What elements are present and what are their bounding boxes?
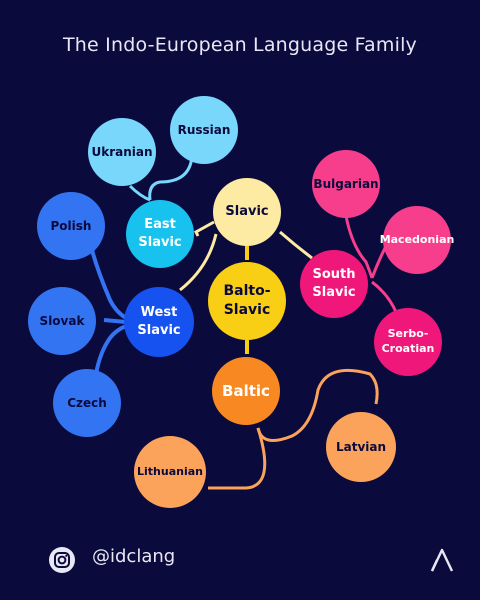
link-slavic-west-slavic [179, 233, 218, 292]
link-ukranian-east-slavic [128, 184, 151, 202]
link-slavic-south-slavic [279, 230, 313, 260]
node-slavic: Slavic [213, 178, 281, 246]
node-latvian: Latvian [326, 412, 396, 482]
link-slavic-east-slavic [194, 220, 215, 237]
link-slovak-west-slavic [103, 318, 127, 324]
link-russian-east-slavic [148, 155, 194, 201]
node-czech: Czech [53, 369, 121, 437]
link-bulgarian-south-slavic [344, 215, 374, 279]
node-baltic: Baltic [212, 357, 280, 425]
node-polish: Polish [37, 192, 105, 260]
node-russian: Russian [170, 96, 238, 164]
triangle-logo-icon [428, 546, 456, 578]
node-east-slavic: East Slavic [126, 200, 194, 268]
node-slovak: Slovak [28, 287, 96, 355]
node-west-slavic: West Slavic [124, 287, 194, 357]
node-bulgarian: Bulgarian [312, 150, 380, 218]
node-lithuanian: Lithuanian [134, 436, 206, 508]
instagram-icon[interactable] [49, 547, 75, 573]
link-polish-west-slavic [90, 249, 128, 320]
link-baltic-lithuanian [208, 427, 267, 490]
link-serbo-croatian-south-slavic [371, 280, 398, 313]
node-south-slavic: South Slavic [300, 250, 368, 318]
social-handle[interactable]: @idclang [92, 546, 176, 567]
node-serbo-croatian: Serbo- Croatian [374, 308, 442, 376]
node-balto-slavic: Balto- Slavic [208, 262, 286, 340]
node-ukranian: Ukranian [88, 118, 156, 186]
node-macedonian: Macedonian [380, 206, 454, 274]
link-baltic-branches [256, 368, 379, 442]
diagram-title: The Indo-European Language Family [63, 34, 417, 56]
link-czech-west-slavic [94, 324, 127, 375]
